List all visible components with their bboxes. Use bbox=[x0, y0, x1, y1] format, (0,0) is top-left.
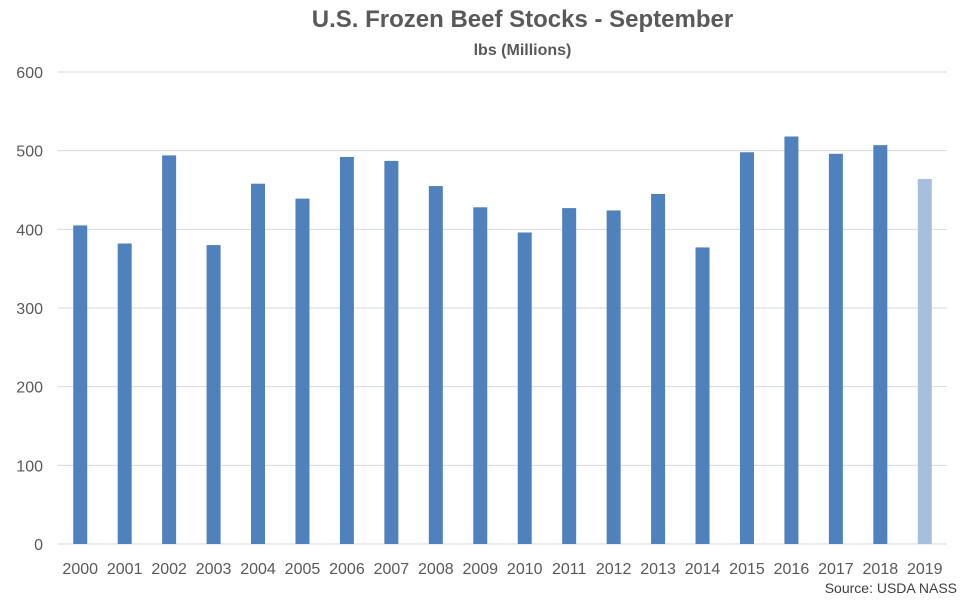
y-tick-label: 0 bbox=[34, 537, 43, 554]
x-tick-label: 2012 bbox=[596, 561, 632, 578]
bars bbox=[73, 136, 932, 545]
source-note: Source: USDA NASS bbox=[824, 580, 957, 596]
bar-2012 bbox=[606, 210, 621, 544]
x-tick-label: 2005 bbox=[285, 561, 321, 578]
bar-2008 bbox=[428, 186, 443, 545]
chart-subtitle: lbs (Millions) bbox=[473, 42, 572, 59]
x-tick-label: 2007 bbox=[374, 561, 410, 578]
bar-2007 bbox=[384, 160, 399, 545]
x-tick-label: 2016 bbox=[774, 561, 810, 578]
x-tick-label: 2015 bbox=[729, 561, 765, 578]
bar-2019 bbox=[917, 178, 932, 544]
x-tick-label: 2004 bbox=[240, 561, 276, 578]
x-tick-label: 2018 bbox=[863, 561, 899, 578]
bar-2005 bbox=[295, 198, 310, 545]
x-tick-label: 2014 bbox=[685, 561, 721, 578]
bar-2018 bbox=[873, 145, 888, 544]
bar-2004 bbox=[251, 183, 266, 544]
bar-2017 bbox=[828, 153, 843, 544]
y-tick-label: 200 bbox=[16, 380, 43, 397]
bar-2010 bbox=[517, 232, 532, 545]
bar-2009 bbox=[473, 207, 488, 544]
y-tick-label: 100 bbox=[16, 458, 43, 475]
bar-2003 bbox=[206, 245, 221, 545]
x-tick-label: 2017 bbox=[818, 561, 854, 578]
x-tick-label: 2003 bbox=[196, 561, 232, 578]
x-tick-label: 2011 bbox=[552, 561, 587, 578]
y-tick-label: 500 bbox=[16, 144, 43, 161]
x-tick-label: 2001 bbox=[107, 561, 143, 578]
x-tick-label: 2019 bbox=[907, 561, 943, 578]
bar-2006 bbox=[339, 156, 354, 544]
x-tick-label: 2002 bbox=[151, 561, 187, 578]
bar-2002 bbox=[162, 155, 177, 545]
x-tick-label: 2008 bbox=[418, 561, 454, 578]
bar-2015 bbox=[739, 152, 754, 545]
x-tick-label: 2013 bbox=[640, 561, 676, 578]
bar-2000 bbox=[73, 225, 88, 544]
bar-2011 bbox=[562, 208, 577, 545]
chart-title: U.S. Frozen Beef Stocks - September bbox=[311, 6, 734, 33]
bar-2014 bbox=[695, 247, 710, 544]
y-axis-ticks: 0 100 200 300 400 500 600 bbox=[16, 65, 43, 554]
y-tick-label: 600 bbox=[16, 65, 43, 82]
bar-2001 bbox=[117, 243, 132, 544]
y-tick-label: 300 bbox=[16, 301, 43, 318]
x-tick-label: 2006 bbox=[329, 561, 365, 578]
x-tick-label: 2009 bbox=[462, 561, 498, 578]
bar-2013 bbox=[651, 193, 666, 544]
gridlines bbox=[58, 71, 947, 545]
bar-2016 bbox=[784, 136, 799, 545]
x-tick-label: 2010 bbox=[507, 561, 543, 578]
y-tick-label: 400 bbox=[16, 222, 43, 239]
x-tick-label: 2000 bbox=[62, 561, 98, 578]
x-axis-ticks: 2000 2001 2002 2003 2004 2005 2006 2007 2008 2009… bbox=[62, 561, 942, 578]
